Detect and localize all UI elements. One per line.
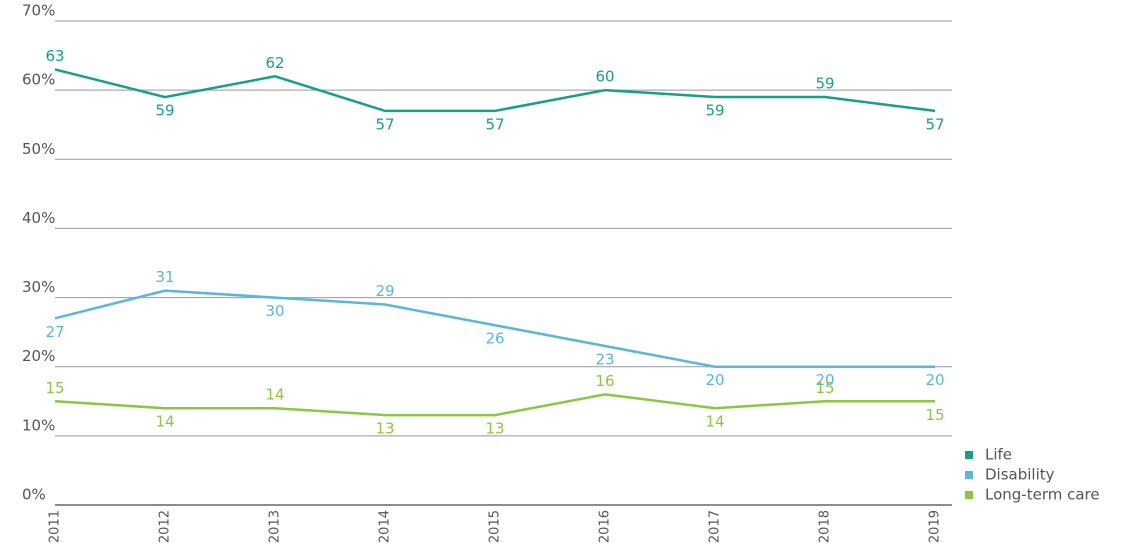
- series-line: [54, 68, 936, 113]
- x-tick-label: 2019: [928, 510, 943, 543]
- data-label: 15: [815, 379, 834, 397]
- data-label: 59: [705, 102, 724, 120]
- legend-label: Disability: [985, 466, 1055, 484]
- legend-swatch: [965, 491, 973, 499]
- y-tick-label: 60%: [22, 71, 55, 89]
- y-tick-label: 50%: [22, 140, 55, 158]
- data-label: 30: [265, 302, 284, 320]
- data-label: 57: [485, 115, 504, 133]
- data-label: 27: [45, 323, 64, 341]
- data-label: 13: [375, 420, 394, 438]
- data-label: 31: [155, 268, 174, 286]
- data-label: 20: [705, 371, 724, 389]
- data-label: 23: [595, 350, 614, 368]
- legend-swatch: [965, 451, 973, 459]
- data-label: 62: [265, 54, 284, 72]
- data-label: 57: [925, 115, 944, 133]
- legend-label: Life: [985, 446, 1012, 464]
- x-tick-label: 2014: [378, 510, 393, 543]
- data-label: 20: [815, 371, 834, 389]
- y-tick-label: 30%: [22, 278, 55, 296]
- data-label: 14: [705, 413, 724, 431]
- data-label: 59: [815, 75, 834, 93]
- legend-label: Long-term care: [985, 486, 1100, 504]
- y-tick-label: 40%: [22, 209, 55, 227]
- legend-swatch: [965, 471, 973, 479]
- x-tick-label: 2013: [268, 510, 283, 543]
- x-tick-label: 2016: [598, 510, 613, 543]
- data-label: 60: [595, 68, 614, 86]
- x-tick-label: 2015: [488, 510, 503, 543]
- data-label: 13: [485, 420, 504, 438]
- x-tick-label: 2018: [818, 510, 833, 543]
- x-tick-label: 2017: [708, 510, 723, 543]
- data-label: 57: [375, 115, 394, 133]
- y-tick-label: 10%: [22, 416, 55, 434]
- y-tick-label: 70%: [22, 2, 55, 20]
- data-label: 15: [45, 379, 64, 397]
- series-line: [54, 393, 935, 417]
- data-label: 14: [155, 413, 174, 431]
- y-tick-label: 20%: [22, 347, 55, 365]
- data-label: 16: [595, 372, 614, 390]
- data-label: 15: [925, 406, 944, 424]
- data-label: 29: [375, 282, 394, 300]
- data-label: 14: [265, 386, 284, 404]
- data-label: 63: [45, 47, 64, 65]
- x-tick-label: 2011: [48, 510, 63, 543]
- x-tick-label: 2012: [158, 510, 173, 543]
- data-label: 20: [925, 371, 944, 389]
- data-label: 59: [155, 102, 174, 120]
- data-label: 26: [485, 330, 504, 348]
- series-line: [54, 289, 935, 368]
- y-tick-label: 0%: [22, 486, 46, 504]
